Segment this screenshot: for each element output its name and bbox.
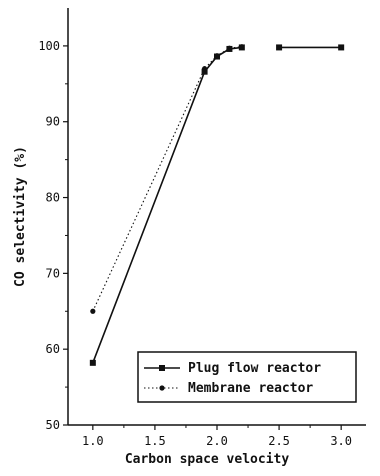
x-tick-label: 1.0 [82,434,104,448]
series-layer [89,44,345,366]
y-axis-label: CO selectivity (%) [13,146,28,287]
data-point [201,68,208,75]
legend-label: Membrane reactor [188,381,313,396]
series-1 [89,44,345,366]
legend-label: Plug flow reactor [188,361,321,376]
legend-marker [159,365,165,371]
series-line [92,46,242,364]
data-point [239,44,245,50]
x-tick-label: 3.0 [330,434,352,448]
x-tick-label: 1.5 [144,434,166,448]
series-line [92,46,242,312]
x-tick-label: 2.0 [206,434,228,448]
legend-marker [159,385,165,391]
data-point [214,53,220,59]
x-axis-label: Carbon space velocity [125,452,290,467]
data-point [276,44,283,51]
data-point [201,66,208,72]
y-tick-label: 60 [46,342,60,356]
data-point [226,45,233,51]
legend-box [137,351,357,403]
data-point [90,308,96,314]
x-tick-label: 2.5 [268,434,290,448]
y-tick-label: 90 [46,115,60,129]
legend: Plug flow reactor Membrane reactor [137,351,357,403]
y-tick-label: 100 [38,39,60,53]
axes: 1.0 1.5 2.0 2.5 3.0 50 60 70 80 90 100 Carbon space… [13,8,366,467]
series-2 [90,44,245,314]
y-tick-label: 80 [46,191,60,205]
data-point [338,44,345,51]
data-point [89,359,96,366]
y-tick-label: 70 [46,266,60,280]
y-tick-label: 50 [46,418,60,432]
